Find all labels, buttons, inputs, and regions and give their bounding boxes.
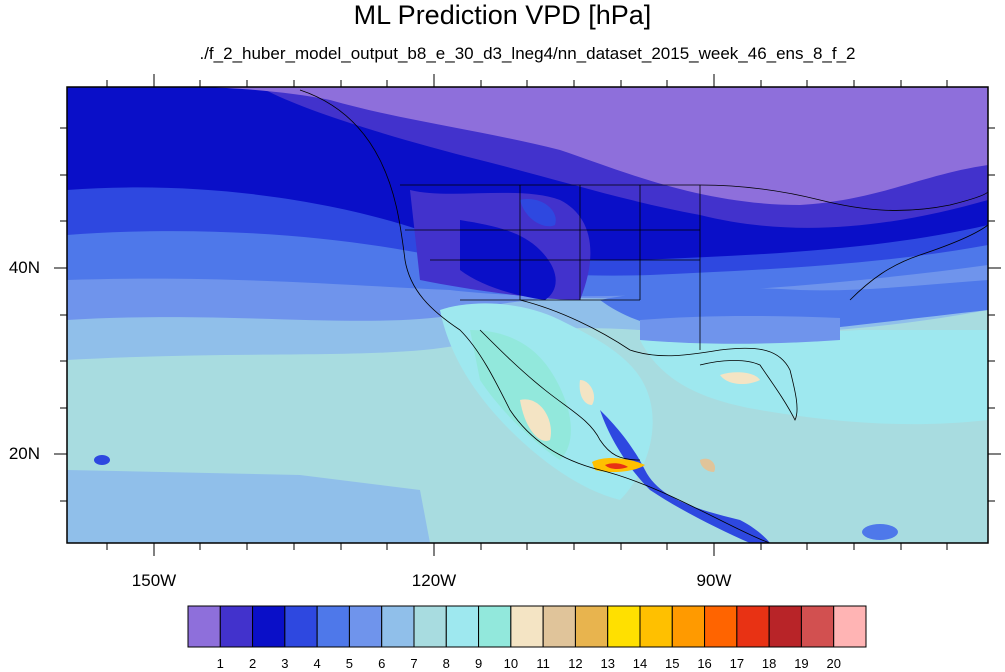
map-title: ML Prediction VPD [hPa] xyxy=(353,0,652,30)
colorbar-label: 7 xyxy=(410,656,418,671)
colorbar-swatch xyxy=(219,605,254,648)
colorbar-swatch xyxy=(833,605,867,648)
colorbar-swatch xyxy=(639,605,673,648)
colorbar-swatch xyxy=(736,605,770,648)
colorbar-label: 9 xyxy=(474,656,483,671)
colorbar-label: 14 xyxy=(632,656,648,671)
colorbar-label: 5 xyxy=(345,656,354,671)
colorbar-swatch xyxy=(445,605,480,648)
colorbar-label: 2 xyxy=(248,656,257,671)
colorbar-swatch xyxy=(704,605,738,648)
map-outlines xyxy=(299,89,988,543)
colorbar-label: 15 xyxy=(665,656,680,671)
colorbar-swatch xyxy=(348,605,383,648)
colorbar-label: 3 xyxy=(281,656,289,671)
map-subtitle: ./f_2_huber_model_output_b8_e_30_d3_lneg… xyxy=(199,44,856,63)
colorbar-swatch xyxy=(510,605,544,648)
colorbar-label: 17 xyxy=(729,656,745,671)
colorbar-label: 16 xyxy=(697,656,712,671)
colorbar-label: 4 xyxy=(313,656,321,671)
colorbar-label: 1 xyxy=(216,656,224,671)
colorbar-swatch xyxy=(768,605,802,648)
colorbar-label: 8 xyxy=(442,656,450,671)
colorbar-swatch xyxy=(542,605,576,648)
colorbar-swatch xyxy=(316,605,350,648)
map-ticks xyxy=(54,74,1001,556)
lon-label-90w: 90W xyxy=(696,571,732,590)
colorbar-label: 13 xyxy=(600,656,615,671)
colorbar-swatch xyxy=(478,605,512,648)
colorbar-label: 11 xyxy=(536,656,550,671)
colorbar-swatch xyxy=(381,605,415,648)
colorbar-label: 12 xyxy=(568,656,583,671)
colorbar-swatch xyxy=(574,605,609,648)
colorbar-label: 18 xyxy=(761,656,777,671)
colorbar-swatch xyxy=(187,605,221,648)
colorbar-swatch xyxy=(252,605,286,648)
colorbar-swatch xyxy=(413,605,447,648)
lat-label-20n: 20N xyxy=(8,444,40,463)
colorbar-swatch xyxy=(284,605,318,648)
colorbar-label: 6 xyxy=(378,656,386,671)
colorbar-label: 10 xyxy=(503,656,519,671)
colorbar-swatch xyxy=(800,605,835,648)
colorbar-label: 19 xyxy=(794,656,809,671)
colorbar-label: 20 xyxy=(826,656,841,671)
lon-label-150w: 150W xyxy=(131,571,177,590)
colorbar-swatch xyxy=(671,605,706,648)
vpd-field xyxy=(67,87,988,543)
lon-label-120w: 120W xyxy=(411,571,457,590)
colorbar-swatch xyxy=(607,605,641,648)
lat-label-40n: 40N xyxy=(8,258,40,277)
